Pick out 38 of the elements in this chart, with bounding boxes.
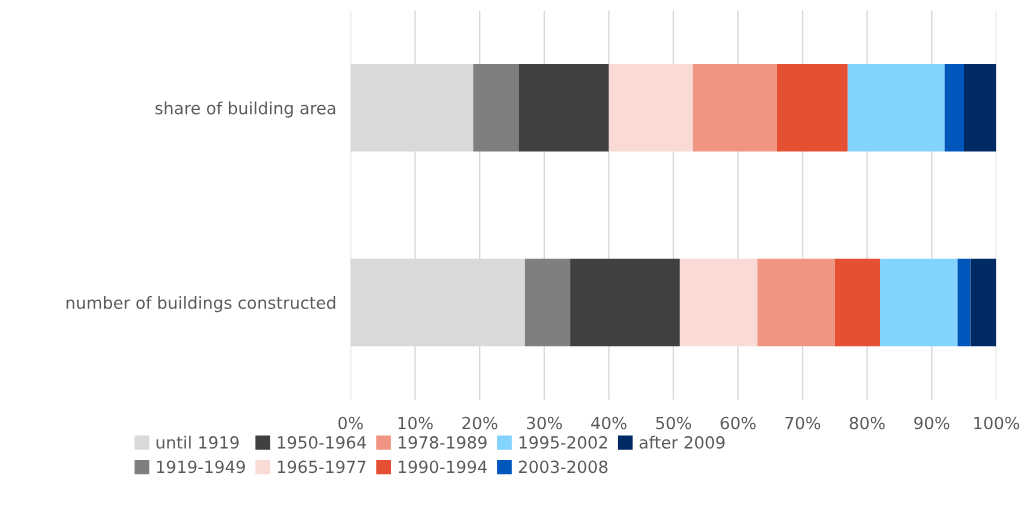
y-tick-label: share of building area bbox=[155, 101, 336, 118]
y-tick-label: number of buildings constructed bbox=[66, 296, 336, 313]
legend-label: 1995-2002 bbox=[519, 436, 607, 449]
x-tick-label: 40% bbox=[591, 416, 627, 430]
bar bbox=[964, 64, 997, 152]
bar bbox=[757, 258, 835, 347]
bar bbox=[518, 64, 609, 152]
legend-label: 1990-1994 bbox=[398, 460, 487, 474]
bar bbox=[834, 258, 881, 347]
legend-label: 1965-1977 bbox=[277, 460, 366, 474]
legend-label: after 2009 bbox=[639, 435, 725, 449]
bar bbox=[880, 258, 958, 347]
bar bbox=[944, 64, 965, 152]
x-tick-label: 60% bbox=[720, 416, 756, 430]
legend-label: 1950-1964 bbox=[277, 436, 366, 449]
x-tick-label: 10% bbox=[398, 416, 433, 430]
bar bbox=[692, 64, 777, 152]
legend-label: 1919-1949 bbox=[157, 460, 245, 474]
x-tick-label: 20% bbox=[462, 416, 498, 430]
x-tick-label: 90% bbox=[914, 416, 950, 430]
legend-label: 2003-2008 bbox=[519, 460, 608, 474]
x-tick-label: 70% bbox=[785, 416, 821, 430]
legend-label: until 1919 bbox=[156, 435, 239, 449]
bar bbox=[570, 258, 680, 347]
bar bbox=[847, 64, 945, 152]
x-tick-label: 50% bbox=[656, 416, 692, 430]
x-tick-label: 30% bbox=[527, 416, 562, 430]
x-tick-label: 80% bbox=[849, 416, 885, 430]
bar bbox=[608, 64, 693, 152]
bar bbox=[957, 258, 971, 347]
bar bbox=[524, 258, 571, 347]
x-tick-label: 0% bbox=[338, 416, 363, 430]
bar bbox=[679, 258, 758, 347]
x-tick-label: 100% bbox=[974, 416, 1020, 430]
bar bbox=[776, 64, 848, 152]
bar bbox=[473, 64, 519, 152]
bar bbox=[970, 258, 997, 347]
legend-label: 1978-1989 bbox=[398, 436, 487, 449]
